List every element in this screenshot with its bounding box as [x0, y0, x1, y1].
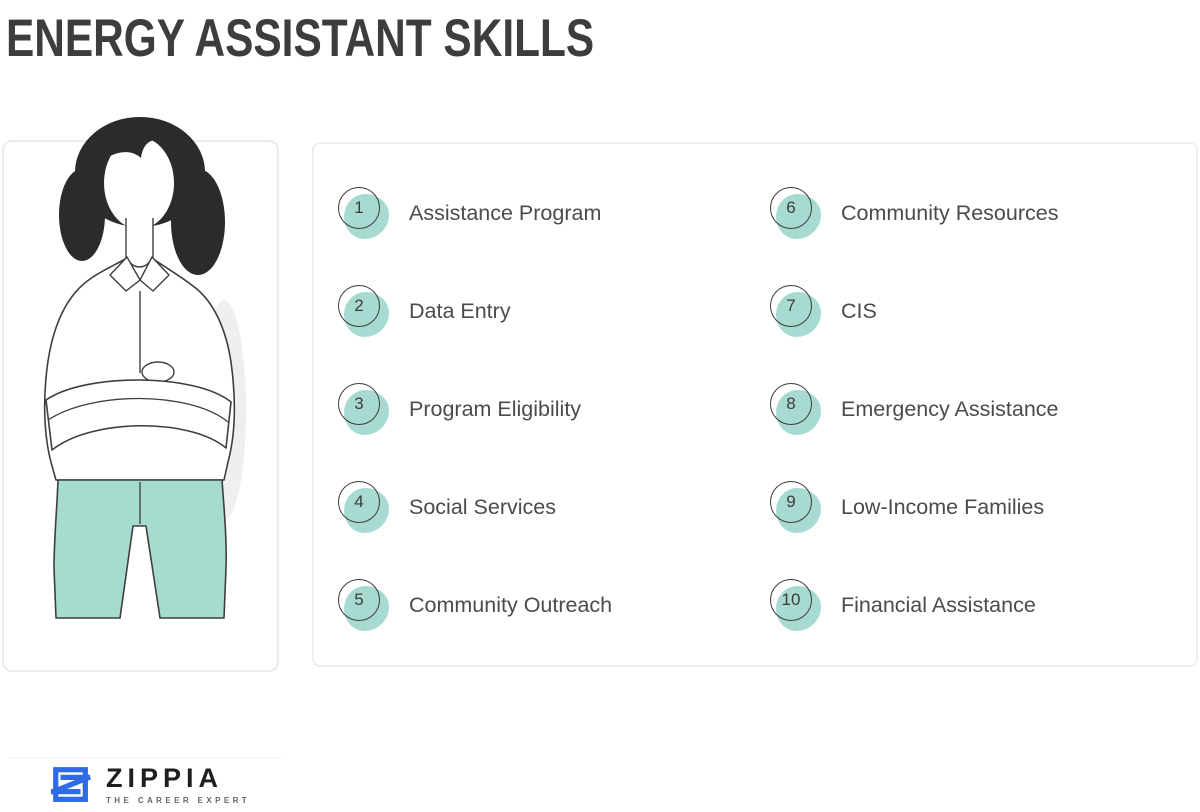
skill-item-1: 1 Assistance Program — [338, 164, 770, 262]
number-badge-9: 9 — [770, 481, 821, 533]
skill-item-7: 7 CIS — [770, 262, 1196, 360]
skill-item-6: 6 Community Resources — [770, 164, 1196, 262]
skill-item-2: 2 Data Entry — [338, 262, 770, 360]
logo-brand-text: ZIPPIA — [106, 763, 224, 793]
skills-card: 1 Assistance Program 2 Data Entry 3 Prog… — [312, 142, 1198, 667]
skill-label: Social Services — [409, 494, 556, 519]
crossed-arms-shape — [45, 361, 232, 451]
badge-number: 1 — [338, 187, 380, 229]
skills-grid: 1 Assistance Program 2 Data Entry 3 Prog… — [314, 144, 1196, 654]
skill-label: Financial Assistance — [841, 592, 1036, 617]
number-badge-6: 6 — [770, 187, 821, 239]
number-badge-7: 7 — [770, 285, 821, 337]
badge-number: 6 — [770, 187, 812, 229]
skill-label: Community Outreach — [409, 592, 613, 617]
collar-shape — [109, 256, 170, 373]
skill-label: Low-Income Families — [841, 494, 1045, 519]
pants-shape — [53, 479, 227, 619]
skill-item-5: 5 Community Outreach — [338, 556, 770, 654]
badge-number: 2 — [338, 285, 380, 327]
person-card: ZIPPIA THE CAREER EXPERT — [2, 117, 281, 812]
badge-number: 5 — [338, 579, 380, 621]
zippia-logo: ZIPPIA THE CAREER EXPERT — [8, 757, 281, 812]
page-title: ENERGY ASSISTANT SKILLS — [6, 9, 595, 68]
skill-label: Community Resources — [841, 200, 1059, 225]
number-badge-5: 5 — [338, 579, 389, 631]
number-badge-2: 2 — [338, 285, 389, 337]
skill-label: Assistance Program — [409, 200, 602, 225]
skill-label: Emergency Assistance — [841, 396, 1059, 421]
number-badge-3: 3 — [338, 383, 389, 435]
skill-item-3: 3 Program Eligibility — [338, 360, 770, 458]
badge-number: 8 — [770, 383, 812, 425]
zippia-z-icon — [50, 767, 92, 802]
badge-number: 9 — [770, 481, 812, 523]
badge-number: 10 — [770, 579, 812, 621]
number-badge-4: 4 — [338, 481, 389, 533]
skill-item-4: 4 Social Services — [338, 458, 770, 556]
hair-fringe-shape — [104, 129, 168, 160]
skill-label: CIS — [841, 298, 877, 323]
number-badge-8: 8 — [770, 383, 821, 435]
skill-label: Data Entry — [409, 298, 511, 323]
neck-shape — [125, 214, 154, 262]
skill-item-8: 8 Emergency Assistance — [770, 360, 1196, 458]
person-illustration — [43, 117, 246, 619]
face-shape — [104, 137, 174, 229]
badge-number: 4 — [338, 481, 380, 523]
skill-label: Program Eligibility — [409, 396, 582, 421]
number-badge-10: 10 — [770, 579, 821, 631]
skill-item-9: 9 Low-Income Families — [770, 458, 1196, 556]
badge-number: 3 — [338, 383, 380, 425]
number-badge-1: 1 — [338, 187, 389, 239]
badge-number: 7 — [770, 285, 812, 327]
logo-tagline-text: THE CAREER EXPERT — [106, 796, 251, 805]
skill-item-10: 10 Financial Assistance — [770, 556, 1196, 654]
